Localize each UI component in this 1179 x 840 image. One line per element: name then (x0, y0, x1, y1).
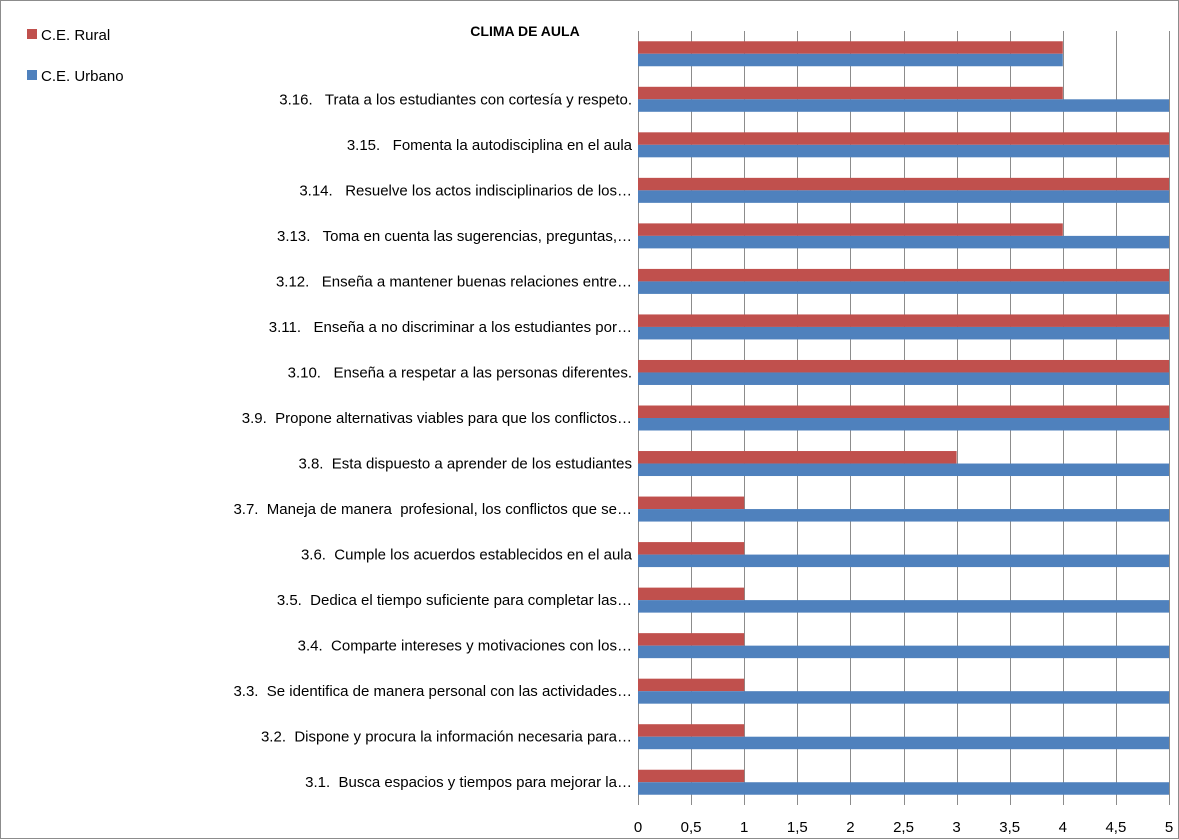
x-tick-label: 0 (634, 819, 642, 836)
x-tick-label: 2,5 (893, 819, 914, 836)
x-tick-label: 1 (740, 819, 748, 836)
x-tick-label: 4 (1059, 819, 1067, 836)
bar-rural (638, 86, 1063, 100)
bar-rural (638, 314, 1169, 327)
bars (638, 41, 1169, 795)
legend: C.E. Rural C.E. Urbano (27, 27, 124, 85)
x-tick-label: 1,5 (787, 819, 808, 836)
category-label: 3.12. Enseña a mantener buenas relacione… (276, 273, 632, 290)
category-label: 3.7. Maneja de manera profesional, los c… (233, 501, 632, 518)
bar-rural (638, 132, 1169, 145)
bar-rural (638, 542, 745, 555)
bar-rural (638, 633, 745, 646)
legend-swatch-rural (27, 29, 37, 39)
legend-label-rural: C.E. Rural (41, 27, 110, 44)
category-label: 3.13. Toma en cuenta las sugerencias, pr… (277, 228, 632, 245)
x-tick-label: 5 (1165, 819, 1173, 836)
bar-rural (638, 496, 745, 510)
category-label: 3.4. Comparte intereses y motivaciones c… (298, 638, 632, 655)
bar-urbano (638, 281, 1169, 294)
category-label: 3.5. Dedica el tiempo suficiente para co… (277, 592, 632, 609)
bar-urbano (638, 600, 1169, 613)
bar-urbano (638, 326, 1169, 340)
bar-rural (638, 587, 745, 601)
bar-rural (638, 678, 745, 692)
bar-rural (638, 359, 1169, 373)
bar-urbano (638, 463, 1169, 477)
bar-urbano (638, 645, 1169, 659)
category-label: 3.14. Resuelve los actos indisciplinario… (299, 182, 632, 199)
bar-rural (638, 268, 1169, 282)
legend-swatch-urbano (27, 70, 37, 80)
bar-urbano (638, 99, 1169, 112)
bar-urbano (638, 190, 1169, 203)
x-tick-label: 2 (846, 819, 854, 836)
chart-title: CLIMA DE AULA (470, 23, 579, 39)
bar-urbano (638, 782, 1169, 795)
category-label: 3.1. Busca espacios y tiempos para mejor… (305, 774, 632, 791)
bar-urbano (638, 235, 1169, 249)
legend-label-urbano: C.E. Urbano (41, 68, 124, 85)
x-tick-labels: 0 0,5 1 1,5 2 2,5 3 3,5 4 4,5 5 (634, 819, 1173, 836)
category-label: 3.15. Fomenta la autodisciplina en el au… (347, 137, 633, 154)
bar-rural (638, 223, 1063, 236)
bar-rural (638, 769, 745, 783)
bar-rural (638, 405, 1169, 418)
category-label: 3.11. Enseña a no discriminar a los estu… (269, 319, 632, 336)
category-label: 3.3. Se identifica de manera personal co… (233, 683, 632, 700)
category-label: 3.6. Cumple los acuerdos establecidos en… (301, 547, 633, 564)
category-label: 3.16. Trata a los estudiantes con cortes… (279, 91, 632, 108)
category-label: 3.2. Dispone y procura la información ne… (261, 729, 632, 746)
bar-urbano (638, 418, 1169, 431)
bar-urbano (638, 691, 1169, 704)
x-tick-label: 3,5 (999, 819, 1020, 836)
x-tick-label: 4,5 (1105, 819, 1126, 836)
category-label: 3.9. Propone alternativas viables para q… (242, 410, 632, 427)
bar-rural (638, 177, 1169, 191)
bar-urbano (638, 53, 1063, 67)
bar-rural (638, 724, 745, 737)
category-labels: 3.16. Trata a los estudiantes con cortes… (233, 91, 632, 791)
x-tick-label: 3 (952, 819, 960, 836)
bar-rural (638, 451, 957, 464)
bar-rural (638, 41, 1063, 54)
bar-urbano (638, 554, 1169, 568)
bar-urbano (638, 736, 1169, 750)
x-tick-label: 0,5 (681, 819, 702, 836)
category-label: 3.8. Esta dispuesto a aprender de los es… (298, 456, 632, 473)
bar-urbano (638, 509, 1169, 522)
bar-urbano (638, 144, 1169, 158)
category-label: 3.10. Enseña a respetar a las personas d… (288, 364, 632, 381)
bar-urbano (638, 372, 1169, 385)
